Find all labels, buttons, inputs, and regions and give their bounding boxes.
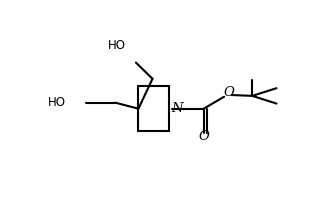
Text: N: N xyxy=(172,102,183,115)
Text: HO: HO xyxy=(108,39,126,52)
Text: O: O xyxy=(224,86,235,99)
Text: HO: HO xyxy=(48,96,66,109)
Text: O: O xyxy=(198,130,209,143)
